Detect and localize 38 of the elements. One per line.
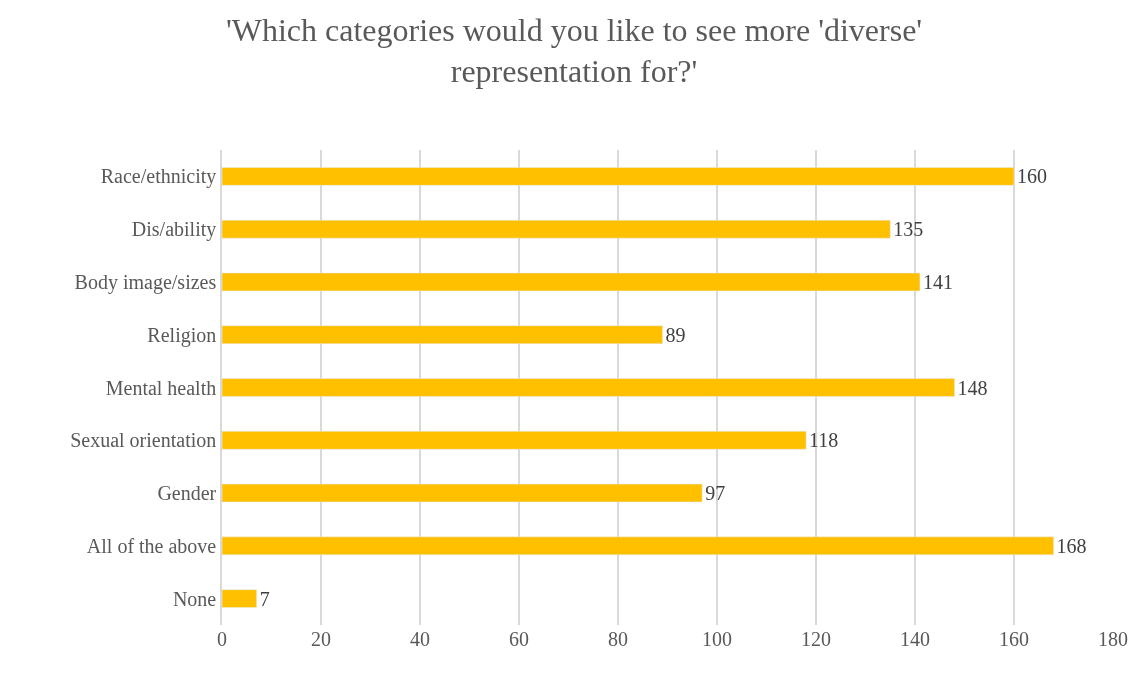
data-label: 160 (1017, 165, 1047, 188)
bar (222, 272, 921, 292)
y-tick-label: None (172, 587, 217, 610)
y-tick-label: Race/ethnicity (100, 165, 217, 189)
data-label: 168 (1056, 534, 1087, 557)
x-tick-label: 160 (999, 628, 1029, 650)
y-tick-label: Gender (157, 482, 217, 505)
data-label: 7 (259, 587, 270, 610)
data-label: 97 (705, 482, 726, 505)
bar (222, 589, 257, 608)
y-tick-label: Body image/sizes (74, 270, 217, 294)
x-tick-label: 0 (217, 628, 227, 650)
y-tick-label: Sexual orientation (70, 429, 217, 452)
y-tick-label: Mental health (105, 376, 217, 399)
chart-title: 'Which categories would you like to see more 'diverse' representation for?' (225, 11, 923, 90)
x-tick-label: 140 (900, 628, 930, 650)
bar (222, 167, 1015, 186)
y-tick-label: All of the above (86, 534, 217, 557)
y-tick-label: Dis/ability (131, 218, 217, 242)
x-tick-label: 180 (1098, 628, 1128, 650)
bar (222, 431, 807, 450)
data-label: 135 (893, 218, 924, 241)
x-tick-label: 20 (311, 628, 331, 650)
bar (222, 219, 891, 239)
bar (222, 325, 663, 344)
bar (222, 483, 703, 503)
y-tick-label: Religion (147, 323, 217, 347)
x-tick-label: 40 (410, 628, 430, 650)
data-label: 148 (957, 376, 988, 399)
bar (222, 378, 955, 397)
data-label: 141 (922, 270, 953, 293)
bar (222, 536, 1054, 556)
x-tick-label: 120 (801, 628, 831, 650)
data-label: 89 (665, 323, 686, 346)
x-tick-label: 80 (608, 628, 628, 650)
data-label: 118 (809, 429, 839, 452)
x-tick-label: 60 (509, 628, 529, 650)
x-tick-label: 100 (702, 628, 732, 650)
